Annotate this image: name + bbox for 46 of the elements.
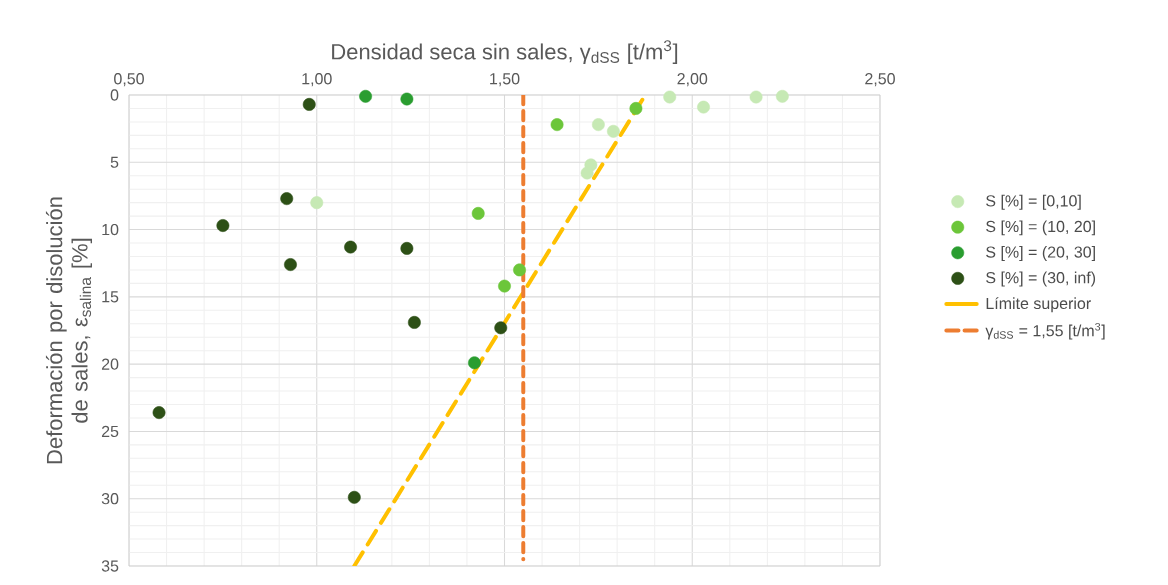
y-tick-label: 15 bbox=[102, 291, 119, 303]
point bbox=[513, 263, 526, 277]
x-tick-label: 1,50 bbox=[490, 73, 520, 87]
legend-label: Límite superior bbox=[986, 297, 1091, 313]
point bbox=[607, 124, 620, 138]
x-tick-label: 2,50 bbox=[865, 73, 895, 87]
point bbox=[302, 98, 316, 111]
y-tick-label: 30 bbox=[101, 493, 119, 505]
point bbox=[468, 356, 481, 370]
point bbox=[344, 240, 357, 254]
legend-label: S [%] = (20, 30] bbox=[986, 245, 1095, 261]
point bbox=[216, 219, 230, 232]
point bbox=[629, 102, 643, 115]
point bbox=[284, 258, 297, 271]
point bbox=[400, 92, 414, 106]
point bbox=[471, 207, 485, 220]
point bbox=[347, 490, 361, 504]
point bbox=[494, 321, 508, 335]
point bbox=[359, 89, 372, 103]
y-tick-label: 35 bbox=[101, 560, 119, 572]
legend-label: S [%] = (30, inf) bbox=[986, 271, 1096, 287]
y-tick-label: 0 bbox=[110, 89, 119, 101]
y-tick-label: 20 bbox=[101, 358, 119, 370]
x-axis-title: Densidad seca sin sales, γ$_{dSS}$ [t/m$^{3}$] bbox=[332, 40, 678, 64]
point bbox=[591, 118, 605, 132]
point bbox=[280, 192, 294, 206]
point bbox=[400, 242, 414, 255]
legend-label: S [%] = [0,10] bbox=[986, 194, 1081, 210]
point bbox=[749, 90, 763, 104]
point bbox=[580, 166, 594, 180]
x-tick-label: 2,00 bbox=[677, 73, 708, 87]
y-tick-label: 10 bbox=[102, 223, 119, 236]
y-tick-label: 25 bbox=[101, 425, 119, 438]
point bbox=[498, 279, 511, 293]
legend-label: γ$_{dSS}$ = 1,55 [t/m$^{3}$] bbox=[985, 322, 1105, 340]
point bbox=[697, 100, 710, 114]
point bbox=[407, 316, 421, 329]
point bbox=[550, 118, 564, 132]
point bbox=[663, 90, 677, 104]
point bbox=[152, 406, 166, 419]
x-tick-label: 0,50 bbox=[114, 73, 144, 87]
point bbox=[310, 196, 324, 210]
y-tick-label: 5 bbox=[110, 156, 119, 168]
legend-label: S [%] = (10, 20] bbox=[986, 220, 1095, 236]
point bbox=[775, 89, 789, 103]
x-tick-label: 1,00 bbox=[302, 73, 332, 87]
